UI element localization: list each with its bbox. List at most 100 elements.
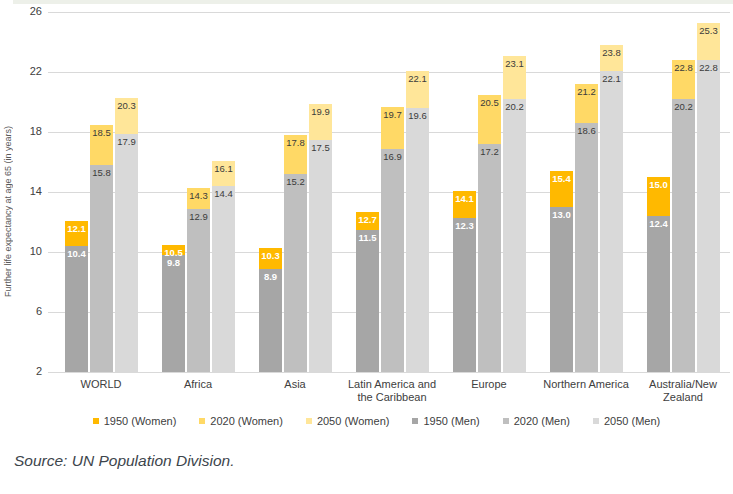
bar-value-label-latin-america-and-the-caribbean-2020-women: 19.7 xyxy=(381,109,404,120)
bar-value-label-africa-2020-women: 14.3 xyxy=(187,190,210,201)
bar-northern-america-2050-men xyxy=(600,71,623,373)
y-axis-title: Further life expectancy at age 65 (in ye… xyxy=(3,108,13,314)
gridline-y-2 xyxy=(48,372,730,373)
bar-africa-2050-men xyxy=(212,186,235,372)
bar-value-label-australia-new-zealand-1950-women: 15.0 xyxy=(647,179,670,190)
bar-europe-2050-men xyxy=(503,99,526,372)
bar-value-label-europe-2050-women: 23.1 xyxy=(503,58,526,69)
bar-asia-2020-men xyxy=(284,174,307,372)
top-edge-strip xyxy=(13,0,733,4)
bar-value-label-asia-2020-men: 15.2 xyxy=(284,176,307,187)
chart-page: 26101418222612.110.418.515.820.317.9WORL… xyxy=(0,0,733,494)
bar-value-label-australia-new-zealand-2020-men: 20.2 xyxy=(672,101,695,112)
x-axis-category-label-australia-new-zealand: Australia/NewZealand xyxy=(635,378,731,404)
bar-africa-1950-men xyxy=(162,255,185,372)
bar-world-2020-men xyxy=(90,165,113,372)
bar-value-label-latin-america-and-the-caribbean-1950-men: 11.5 xyxy=(356,232,379,243)
bar-value-label-europe-2020-men: 17.2 xyxy=(478,146,501,157)
gridline-y-22 xyxy=(48,72,730,73)
legend-label: 1950 (Men) xyxy=(423,415,479,427)
bar-value-label-europe-2050-men: 20.2 xyxy=(503,101,526,112)
legend-swatch-icon xyxy=(306,418,312,424)
bar-value-label-northern-america-2020-women: 21.2 xyxy=(575,86,598,97)
bar-value-label-australia-new-zealand-1950-men: 12.4 xyxy=(647,218,670,229)
legend-label: 2020 (Men) xyxy=(514,415,570,427)
x-axis-label-line: Europe xyxy=(441,378,537,391)
x-axis-label-line: Asia xyxy=(247,378,343,391)
bar-value-label-asia-2050-women: 19.9 xyxy=(309,106,332,117)
bar-value-label-australia-new-zealand-2020-women: 22.8 xyxy=(672,62,695,73)
legend-item-2020-women: 2020 (Women) xyxy=(199,415,283,427)
bar-value-label-latin-america-and-the-caribbean-2050-men: 19.6 xyxy=(406,110,429,121)
x-axis-category-label-africa: Africa xyxy=(150,378,246,391)
legend-label: 2020 (Women) xyxy=(210,415,283,427)
x-axis-label-line: Zealand xyxy=(635,391,731,404)
bar-value-label-asia-2050-men: 17.5 xyxy=(309,142,332,153)
bar-value-label-asia-1950-men: 8.9 xyxy=(259,271,282,282)
bar-asia-1950-men xyxy=(259,269,282,373)
x-axis-label-line: the Caribbean xyxy=(344,391,440,404)
bar-value-label-africa-2050-women: 16.1 xyxy=(212,163,235,174)
bar-africa-2020-men xyxy=(187,209,210,373)
bar-value-label-northern-america-2050-women: 23.8 xyxy=(600,47,623,58)
bar-value-label-world-1950-men: 10.4 xyxy=(65,248,88,259)
bar-value-label-world-2020-women: 18.5 xyxy=(90,127,113,138)
legend-label: 1950 (Women) xyxy=(104,415,177,427)
bar-latin-america-and-the-caribbean-2020-men xyxy=(381,149,404,373)
bar-value-label-latin-america-and-the-caribbean-2020-men: 16.9 xyxy=(381,151,404,162)
source-note: Source: UN Population Division. xyxy=(14,452,235,470)
legend-label: 2050 (Men) xyxy=(604,415,660,427)
bar-asia-2050-men xyxy=(309,140,332,373)
bar-australia-new-zealand-1950-men xyxy=(647,216,670,372)
legend-swatch-icon xyxy=(593,418,599,424)
bar-value-label-northern-america-1950-women: 15.4 xyxy=(550,173,573,184)
x-axis-label-line: Latin America and xyxy=(344,378,440,391)
bar-value-label-europe-2020-women: 20.5 xyxy=(478,97,501,108)
bar-value-label-africa-1950-women: 10.5 xyxy=(162,247,185,258)
x-axis-category-label-asia: Asia xyxy=(247,378,343,391)
bar-value-label-asia-2020-women: 17.8 xyxy=(284,137,307,148)
bar-value-label-latin-america-and-the-caribbean-2050-women: 22.1 xyxy=(406,73,429,84)
y-tick-label-2: 2 xyxy=(0,365,42,377)
bar-australia-new-zealand-2020-men xyxy=(672,99,695,372)
legend-item-2020-men: 2020 (Men) xyxy=(503,415,570,427)
bar-value-label-world-1950-women: 12.1 xyxy=(65,223,88,234)
bar-value-label-world-2020-men: 15.8 xyxy=(90,167,113,178)
x-axis-category-label-world: WORLD xyxy=(53,378,149,391)
y-tick-label-22: 22 xyxy=(0,65,42,77)
x-axis-label-line: Australia/New xyxy=(635,378,731,391)
legend-swatch-icon xyxy=(93,418,99,424)
bar-value-label-europe-1950-women: 14.1 xyxy=(453,193,476,204)
bar-latin-america-and-the-caribbean-2050-men xyxy=(406,108,429,372)
bar-value-label-australia-new-zealand-2050-women: 25.3 xyxy=(697,25,720,36)
x-axis-label-line: WORLD xyxy=(53,378,149,391)
bar-value-label-asia-1950-women: 10.3 xyxy=(259,250,282,261)
bar-value-label-australia-new-zealand-2050-men: 22.8 xyxy=(697,62,720,73)
legend-label: 2050 (Women) xyxy=(317,415,390,427)
x-axis-label-line: Africa xyxy=(150,378,246,391)
bar-value-label-northern-america-2050-men: 22.1 xyxy=(600,73,623,84)
bar-northern-america-2020-men xyxy=(575,123,598,372)
x-axis-category-label-europe: Europe xyxy=(441,378,537,391)
bar-value-label-europe-1950-men: 12.3 xyxy=(453,220,476,231)
legend-item-2050-women: 2050 (Women) xyxy=(306,415,390,427)
bar-europe-1950-men xyxy=(453,218,476,373)
bar-world-1950-men xyxy=(65,246,88,372)
x-axis-category-label-northern-america: Northern America xyxy=(538,378,634,391)
x-axis-label-line: Northern America xyxy=(538,378,634,391)
bar-value-label-world-2050-men: 17.9 xyxy=(115,136,138,147)
x-axis-category-label-latin-america-and-the-caribbean: Latin America andthe Caribbean xyxy=(344,378,440,404)
legend-item-2050-men: 2050 (Men) xyxy=(593,415,660,427)
bar-value-label-africa-1950-men: 9.8 xyxy=(162,257,185,268)
bar-value-label-world-2050-women: 20.3 xyxy=(115,100,138,111)
bar-value-label-africa-2050-men: 14.4 xyxy=(212,188,235,199)
bar-value-label-northern-america-2020-men: 18.6 xyxy=(575,125,598,136)
legend-swatch-icon xyxy=(199,418,205,424)
legend-swatch-icon xyxy=(412,418,418,424)
bar-northern-america-1950-men xyxy=(550,207,573,372)
y-tick-label-26: 26 xyxy=(0,5,42,17)
bar-value-label-northern-america-1950-men: 13.0 xyxy=(550,209,573,220)
bar-latin-america-and-the-caribbean-1950-men xyxy=(356,230,379,373)
bar-value-label-africa-2020-men: 12.9 xyxy=(187,211,210,222)
bar-europe-2020-men xyxy=(478,144,501,372)
